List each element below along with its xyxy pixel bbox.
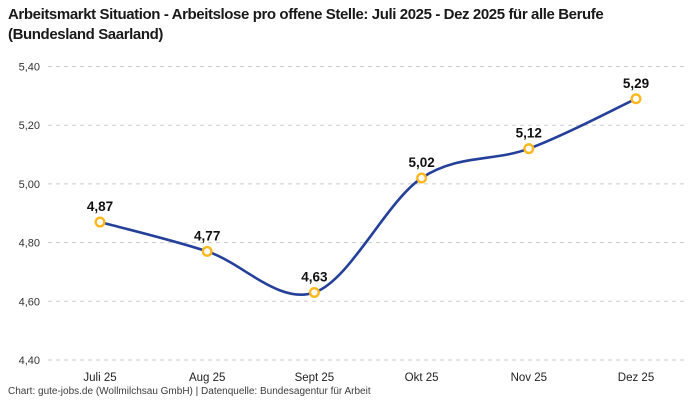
data-point-label: 5,29 [623, 76, 649, 91]
y-axis-tick-label: 5,40 [19, 62, 40, 74]
data-point-label: 5,12 [516, 126, 542, 141]
x-axis-tick-label: Nov 25 [511, 372, 547, 384]
x-axis-tick-label: Dez 25 [618, 372, 654, 384]
data-point-marker [201, 245, 213, 257]
data-point-label: 5,02 [408, 155, 434, 170]
data-point-marker [308, 286, 320, 298]
y-axis-tick-label: 5,20 [19, 120, 40, 132]
chart-title: Arbeitsmarkt Situation - Arbeitslose pro… [8, 6, 604, 44]
data-point-marker [630, 93, 642, 105]
data-point-marker [416, 172, 428, 184]
y-axis-tick-label: 4,60 [19, 296, 40, 308]
x-axis-tick-label: Aug 25 [189, 372, 225, 384]
data-point-label: 4,77 [194, 228, 220, 243]
series-line [98, 97, 638, 296]
y-axis-tick-label: 5,00 [19, 179, 40, 191]
data-point-label: 4,63 [301, 269, 328, 284]
y-axis-tick-label: 4,80 [19, 238, 40, 250]
data-point-marker [94, 216, 106, 228]
x-axis-tick-label: Juli 25 [83, 372, 116, 384]
x-axis-tick-label: Okt 25 [405, 372, 439, 384]
x-axis-tick-label: Sept 25 [295, 372, 335, 384]
data-point-label: 4,87 [87, 199, 113, 214]
chart-footer: Chart: gute-jobs.de (Wollmilchsau GmbH) … [8, 386, 371, 397]
y-axis-tick-label: 4,40 [19, 355, 40, 367]
data-point-marker [523, 143, 535, 155]
